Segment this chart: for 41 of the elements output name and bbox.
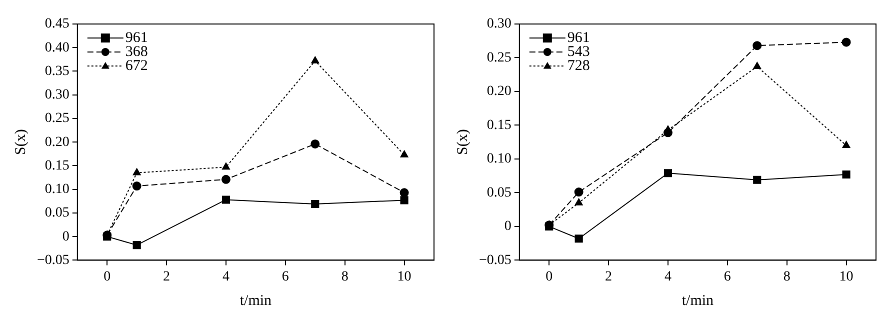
y-tick-label: 0.25 bbox=[486, 50, 512, 66]
y-tick-label: 0.05 bbox=[44, 206, 70, 221]
y-tick-label: 0.25 bbox=[44, 111, 70, 126]
y-tick-label: 0.15 bbox=[486, 118, 512, 133]
legend-label: 728 bbox=[567, 58, 590, 74]
x-tick-label: 4 bbox=[222, 269, 230, 284]
x-tick-label: 10 bbox=[397, 269, 412, 284]
y-tick-label: 0.45 bbox=[44, 16, 70, 32]
y-axis-title: S(x) bbox=[12, 129, 29, 156]
y-tick-label: 0.15 bbox=[44, 158, 70, 174]
y-tick-label: 0.10 bbox=[44, 182, 70, 198]
x-axis-title: t/min bbox=[240, 292, 272, 309]
y-tick-label: 0.30 bbox=[44, 88, 70, 103]
x-axis-title: t/min bbox=[682, 292, 714, 309]
y-tick-label: 0.40 bbox=[44, 40, 70, 56]
legend-label: 961 bbox=[567, 30, 590, 46]
x-tick-label: 0 bbox=[546, 269, 553, 284]
y-tick-label: 0 bbox=[62, 229, 70, 244]
x-tick-label: 6 bbox=[282, 269, 289, 284]
legend-label: 368 bbox=[125, 44, 148, 60]
x-tick-label: 8 bbox=[783, 269, 790, 284]
y-tick-label: 0.05 bbox=[486, 185, 512, 200]
y-tick-label: 0.35 bbox=[44, 64, 70, 79]
x-tick-label: 2 bbox=[163, 269, 170, 284]
legend-label: 672 bbox=[125, 58, 148, 74]
legend-label: 543 bbox=[567, 44, 590, 60]
y-tick-label: −0.05 bbox=[478, 252, 512, 268]
y-tick-label: 0.10 bbox=[486, 152, 512, 167]
x-tick-label: 10 bbox=[839, 269, 854, 284]
y-tick-label: 0.30 bbox=[486, 16, 512, 32]
x-tick-label: 2 bbox=[605, 269, 612, 284]
y-tick-label: 0.20 bbox=[486, 84, 512, 100]
x-tick-label: 6 bbox=[724, 269, 731, 284]
y-axis-title: S(x) bbox=[454, 129, 471, 156]
x-tick-label: 8 bbox=[341, 269, 348, 284]
y-tick-label: 0.20 bbox=[44, 134, 70, 150]
y-tick-label: −0.05 bbox=[36, 252, 70, 268]
legend-label: 961 bbox=[125, 30, 148, 46]
y-tick-label: 0 bbox=[504, 219, 512, 234]
x-tick-label: 4 bbox=[664, 269, 672, 284]
x-tick-label: 0 bbox=[104, 269, 111, 284]
